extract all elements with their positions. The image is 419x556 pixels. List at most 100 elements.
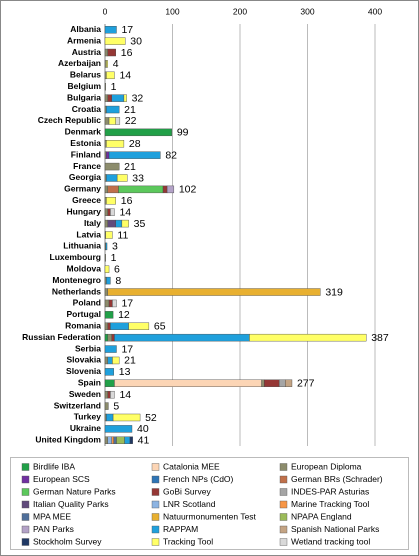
legend-label: Catalonia MEE	[163, 461, 220, 471]
total-label: 65	[154, 321, 166, 333]
total-label: 17	[121, 343, 133, 355]
legend-swatch	[151, 488, 160, 496]
y-tick-label: Romania	[65, 320, 101, 330]
legend-swatch	[21, 500, 30, 509]
y-tick-label: Russian Federation	[22, 332, 101, 342]
bar-segment	[104, 83, 106, 91]
legend-label: French NPs (CdO)	[163, 474, 234, 484]
y-tick-label: Azerbaijan	[58, 58, 101, 68]
y-tick-label: Estonia	[70, 138, 101, 148]
total-label: 28	[129, 138, 141, 150]
y-tick-label: Sweden	[69, 389, 101, 399]
bar-segment	[107, 436, 112, 444]
total-label: 1	[111, 81, 117, 93]
bar-segment	[116, 174, 128, 182]
bar-segment	[105, 231, 113, 239]
bar-segment	[106, 140, 125, 148]
y-tick-label: Portugal	[67, 309, 101, 319]
bar-segment	[111, 436, 114, 444]
bar-segment	[278, 379, 286, 387]
legend-swatch	[151, 538, 160, 546]
legend-label: RAPPAM	[163, 524, 198, 534]
y-tick-label: United Kingdom	[35, 435, 101, 445]
legend-swatch	[279, 475, 288, 484]
legend-swatch	[21, 513, 30, 521]
bar-segment	[104, 219, 108, 228]
bar-segment	[162, 185, 168, 194]
legend-label: German Nature Parks	[33, 486, 116, 496]
bar-segment	[108, 151, 161, 159]
legend-label: European Diploma	[291, 461, 362, 471]
bar-segment	[104, 128, 173, 137]
y-tick-label: Croatia	[72, 104, 102, 114]
legend-swatch	[151, 475, 160, 484]
legend-label: Natuurmonumenten Test	[163, 511, 257, 521]
y-tick-label: Armenia	[67, 35, 101, 45]
legend-box	[10, 457, 409, 550]
y-tick-label: Montenegro	[52, 275, 101, 285]
bar-segment	[107, 219, 116, 228]
total-label: 33	[132, 172, 144, 184]
bar-segment	[104, 299, 110, 308]
bar-segment	[128, 322, 150, 330]
bar-segment	[105, 242, 108, 251]
y-tick-label: Spain	[78, 378, 101, 388]
bar-segment	[104, 356, 108, 365]
bar-segment	[104, 60, 107, 68]
bar-segment	[104, 48, 108, 57]
total-label: 14	[119, 206, 131, 218]
total-label: 14	[119, 70, 131, 82]
y-tick-label: Latvia	[76, 229, 101, 239]
bar-segment	[106, 413, 114, 422]
bar-segment	[104, 288, 108, 296]
legend-label: MPA MEE	[33, 511, 71, 521]
legend-label: German BRs (Schrader)	[291, 474, 383, 484]
y-tick-label: Greece	[72, 195, 101, 205]
bar-segment	[115, 117, 121, 125]
legend-swatch	[279, 513, 288, 521]
total-label: 8	[115, 275, 121, 287]
legend-swatch	[279, 538, 288, 546]
total-label: 14	[119, 389, 131, 401]
total-label: 6	[114, 263, 120, 275]
legend-label: INDES-PAR Asturias	[291, 486, 369, 496]
y-tick-label: Albania	[70, 24, 101, 34]
bar-segment	[107, 185, 119, 194]
bar-segment	[104, 26, 117, 34]
bar-segment	[104, 105, 107, 114]
bar-segment	[115, 219, 123, 228]
legend-label: Spanish National Parks	[291, 524, 379, 534]
bar-segment	[114, 379, 262, 387]
bar-segment	[107, 322, 111, 330]
x-tick-label: 100	[165, 6, 179, 16]
total-label: 41	[138, 435, 150, 447]
y-tick-label: Hungary	[67, 206, 102, 216]
legend-swatch	[151, 500, 160, 509]
legend-swatch	[21, 475, 30, 484]
bar-segment	[129, 436, 133, 444]
y-tick-label: Belgium	[67, 81, 101, 91]
bar-segment	[107, 390, 111, 399]
y-tick-label: Italy	[84, 218, 101, 228]
total-label: 32	[132, 92, 144, 104]
total-label: 12	[118, 309, 130, 321]
y-tick-label: Bulgaria	[67, 92, 101, 102]
bar-segment	[104, 379, 115, 387]
legend-swatch	[151, 525, 160, 534]
legend-label: PAN Parks	[33, 524, 74, 534]
bar-segment	[104, 208, 108, 216]
total-label: 17	[121, 24, 133, 36]
bar-segment	[104, 311, 114, 319]
bar-segment	[107, 48, 116, 57]
bar-segment	[121, 219, 129, 228]
bar-segment	[104, 368, 114, 376]
total-label: 13	[119, 366, 131, 378]
bar-segment	[107, 333, 112, 342]
bar-segment	[106, 276, 111, 285]
bar-segment	[110, 208, 115, 216]
total-label: 4	[113, 58, 119, 70]
legend-swatch	[279, 488, 288, 496]
bar-segment	[104, 333, 108, 342]
legend-swatch	[279, 525, 288, 534]
